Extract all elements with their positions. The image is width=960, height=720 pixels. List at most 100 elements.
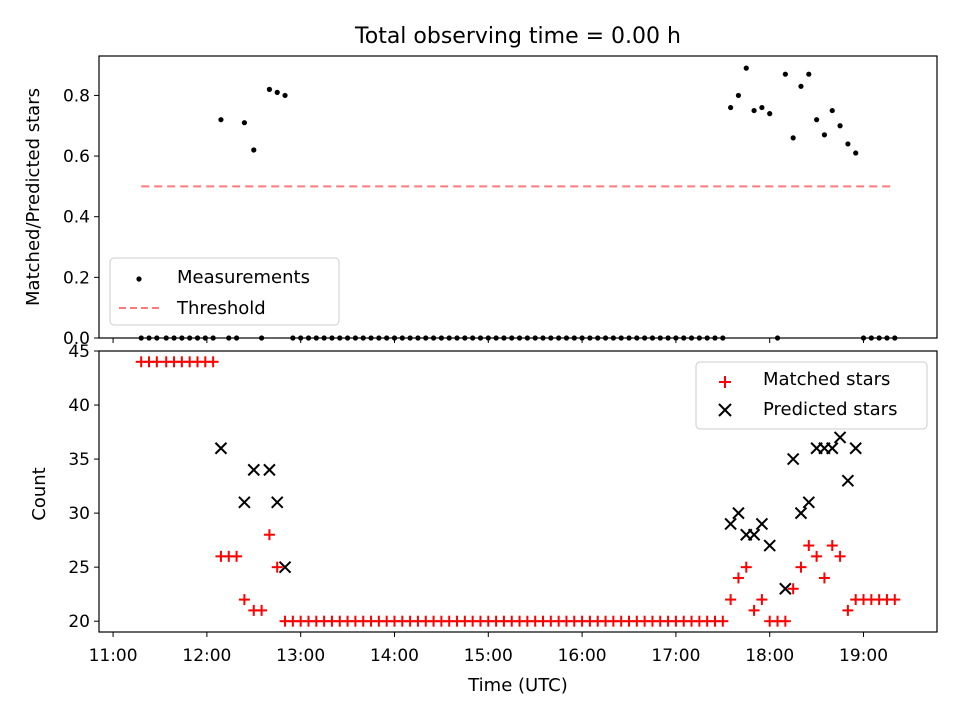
- matched-star-point: [151, 356, 163, 368]
- measurement-point: [751, 107, 757, 114]
- count-y-tick-label: 40: [68, 396, 90, 416]
- measurement-point: [251, 147, 257, 153]
- legend-matched-label: Matched stars: [763, 369, 890, 390]
- count-y-tick-label: 35: [68, 450, 90, 470]
- ratio-y-axis-label: Matched/Predicted stars: [23, 88, 44, 306]
- ratio-x-ticks: [112, 338, 865, 343]
- count-panel: 20 25 30 35 40 45 11:00 12:00 13:00 14:00 15:00 16…: [29, 342, 938, 696]
- measurement-point: [735, 92, 742, 99]
- count-legend-box: [695, 361, 928, 430]
- matched-star-point: [740, 561, 752, 573]
- predicted-star-point: [238, 496, 251, 509]
- matched-star-point: [842, 604, 854, 616]
- ratio-y-tick-label: 0.4: [63, 208, 90, 228]
- x-tick-label: 13:00: [276, 646, 325, 666]
- x-tick-label: 15:00: [464, 646, 513, 666]
- count-y-axis: 20 25 30 35 40 45: [68, 342, 99, 632]
- ratio-y-axis: 0.0 0.2 0.4 0.6 0.8: [63, 86, 99, 349]
- count-y-tick-label: 20: [68, 612, 90, 632]
- count-y-axis-label: Count: [29, 467, 50, 520]
- x-axis-label: Time (UTC): [467, 675, 568, 696]
- predicted-star-point: [826, 442, 839, 455]
- predicted-star-point: [271, 496, 284, 509]
- count-y-tick-label: 25: [68, 558, 90, 578]
- measurement-point: [728, 104, 734, 111]
- measurement-point: [218, 117, 224, 123]
- count-legend: Matched stars Predicted stars: [695, 361, 928, 430]
- matched-star-point: [811, 550, 823, 562]
- measurement-point: [790, 135, 796, 141]
- legend-measurements-label: Measurements: [177, 267, 310, 288]
- measurement-point: [743, 65, 749, 71]
- ratio-plot-frame: [98, 55, 938, 339]
- figure-title: Total observing time = 0.00 h: [354, 24, 681, 49]
- count-y-tick-label: 30: [68, 504, 90, 524]
- measurement-point: [806, 71, 812, 77]
- count-plot-frame: [98, 350, 938, 633]
- count-y-tick-label: 45: [68, 342, 90, 362]
- predicted-star-point: [849, 442, 862, 455]
- legend-matched-marker: [719, 376, 731, 388]
- matched-star-point: [787, 583, 799, 595]
- matched-star-point: [826, 540, 838, 552]
- measurement-point: [837, 123, 843, 129]
- ratio-y-tick-label: 0.0: [63, 329, 90, 349]
- measurement-point: [814, 117, 820, 123]
- matched-star-point: [238, 594, 250, 606]
- predicted-star-point: [278, 560, 292, 574]
- matched-star-point: [256, 604, 268, 616]
- measurement-point: [274, 89, 280, 95]
- ratio-panel: 0.00.20.40.60.8 Matched/Predicted stars …: [23, 55, 938, 349]
- predicted-star-point: [247, 463, 260, 477]
- matched-star-point: [756, 594, 768, 606]
- measurement-point: [767, 111, 773, 117]
- x-tick-label: 18:00: [745, 646, 794, 666]
- measurement-points-layer: [138, 65, 898, 341]
- predicted-star-point: [794, 506, 808, 520]
- matched-star-point: [732, 572, 744, 584]
- x-tick-label: 17:00: [651, 646, 700, 666]
- measurement-point: [829, 107, 835, 114]
- x-tick-label: 11:00: [89, 646, 138, 666]
- matched-star-point: [231, 550, 243, 562]
- matched-star-point: [779, 615, 791, 627]
- predicted-star-point: [841, 474, 855, 487]
- matched-star-point: [818, 572, 830, 584]
- ratio-y-tick-label: 0.8: [63, 86, 90, 106]
- ratio-y-tick-label: 0.6: [63, 147, 90, 167]
- measurement-point: [759, 104, 765, 111]
- x-tick-label: 19:00: [839, 646, 888, 666]
- predicted-star-point: [779, 582, 792, 595]
- predicted-star-point: [214, 442, 228, 455]
- predicted-star-point: [763, 539, 776, 552]
- measurement-point: [782, 71, 788, 77]
- predicted-stars-layer: [214, 431, 862, 595]
- matched-star-point: [889, 594, 901, 606]
- matched-star-point: [717, 615, 729, 627]
- matched-star-point: [834, 550, 846, 562]
- matched-stars-layer: [135, 356, 901, 627]
- predicted-star-point: [263, 463, 276, 477]
- measurement-point: [241, 120, 247, 126]
- predicted-star-point: [724, 517, 737, 531]
- ratio-y-tick-label: 0.2: [63, 268, 90, 288]
- legend-measurements-marker: [136, 276, 142, 282]
- predicted-star-point: [802, 496, 816, 509]
- predicted-star-point: [786, 452, 800, 466]
- predicted-star-point: [755, 517, 769, 531]
- count-x-axis: 11:00 12:00 13:00 14:00 15:00 16:00 17:00 18:00…: [89, 632, 888, 666]
- predicted-star-point: [732, 506, 745, 520]
- legend-predicted-marker: [718, 403, 732, 417]
- x-tick-label: 14:00: [370, 646, 419, 666]
- measurement-point: [821, 132, 828, 138]
- measurement-point: [798, 83, 804, 89]
- x-tick-label: 16:00: [558, 646, 607, 666]
- legend-predicted-label: Predicted stars: [763, 399, 897, 420]
- measurement-point: [282, 92, 288, 99]
- predicted-star-point: [833, 431, 847, 444]
- legend-threshold-label: Threshold: [176, 298, 266, 319]
- matched-star-point: [725, 594, 737, 606]
- ratio-legend: Measurements Threshold: [109, 257, 340, 326]
- ratio-legend-box: [109, 257, 340, 326]
